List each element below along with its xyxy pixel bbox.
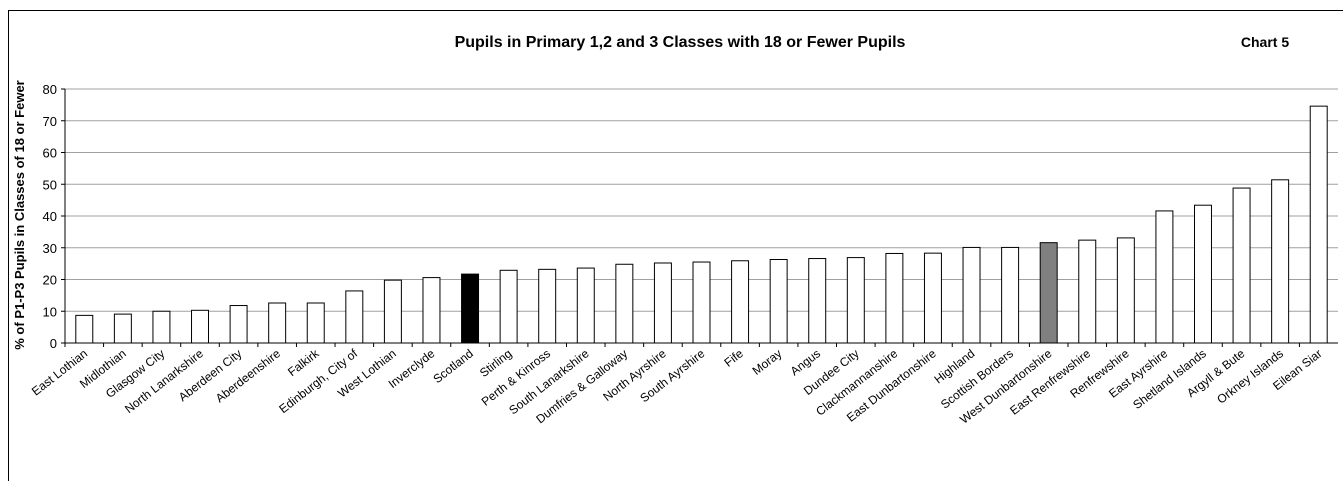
x-tick-label: East Lothian	[29, 346, 90, 398]
x-tick-label: Scotland	[430, 346, 475, 386]
y-tick-label: 10	[43, 304, 57, 319]
bar	[846, 257, 865, 344]
bar	[499, 269, 518, 344]
x-tick-label: Fife	[722, 346, 747, 370]
bar	[962, 246, 981, 344]
bar	[692, 261, 711, 344]
bar	[345, 290, 364, 344]
bar	[383, 279, 402, 344]
bar	[576, 267, 595, 344]
y-tick-label: 80	[43, 82, 57, 97]
chart-frame	[8, 10, 1343, 481]
bar	[152, 310, 171, 344]
y-axis-label: % of P1-P3 Pupils in Classes of 18 or Fe…	[12, 80, 27, 349]
bar	[422, 277, 441, 344]
y-tick-label: 20	[43, 273, 57, 288]
y-tick-label: 70	[43, 114, 57, 129]
bar	[923, 252, 942, 344]
y-tick-label: 30	[43, 241, 57, 256]
bar	[1271, 179, 1290, 344]
bar	[653, 262, 672, 344]
y-tick-label: 50	[43, 177, 57, 192]
bar	[75, 314, 94, 344]
chart-title: Pupils in Primary 1,2 and 3 Classes with…	[455, 34, 906, 51]
y-tick-label: 0	[50, 336, 57, 351]
bar	[191, 309, 210, 344]
bar	[229, 305, 248, 344]
bar	[1039, 242, 1058, 344]
bar	[885, 252, 904, 344]
y-tick-label: 40	[43, 209, 57, 224]
x-tick-label: Orkney Islands	[1214, 346, 1286, 406]
bar	[461, 273, 480, 344]
bar	[113, 313, 132, 344]
bar	[1309, 105, 1328, 344]
bar	[769, 258, 788, 344]
bar	[1001, 246, 1020, 344]
bar	[1116, 237, 1135, 344]
bar	[731, 260, 750, 344]
x-tick-label: Moray	[750, 346, 785, 378]
bar	[615, 263, 634, 344]
bar	[808, 258, 827, 344]
bar	[268, 302, 287, 344]
y-tick-label: 60	[43, 146, 57, 161]
bar	[1155, 210, 1174, 344]
bar	[538, 268, 557, 344]
bar	[306, 302, 325, 344]
chart-annotation: Chart 5	[1241, 34, 1289, 50]
bar	[1193, 204, 1212, 344]
bar	[1232, 187, 1251, 344]
bar	[1078, 239, 1097, 344]
